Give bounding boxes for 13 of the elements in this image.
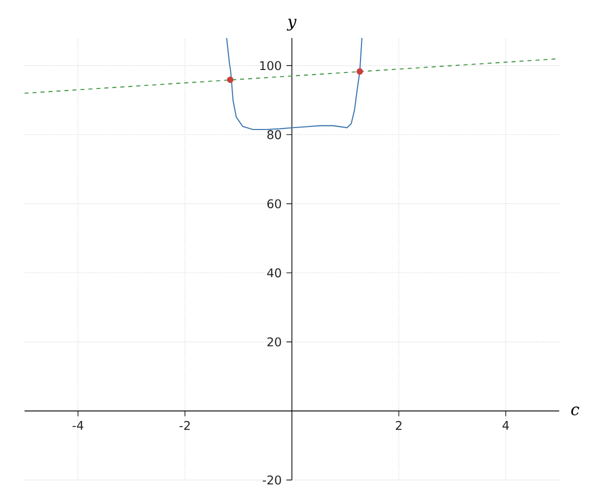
y-tick-label: 60 [267, 199, 282, 208]
y-tick-label: 40 [267, 268, 282, 278]
y-tick-label: 20 [267, 337, 282, 346]
y-axis-title: y [286, 18, 297, 31]
y-tick-label: 100 [260, 61, 282, 70]
x-tick-label: 4 [502, 420, 509, 430]
line-series [226, 38, 362, 130]
x-tick-label: 2 [396, 420, 402, 430]
x-tick-label: -2 [180, 420, 190, 430]
y-tick-label: 80 [267, 130, 282, 140]
x-axis-title: c [571, 406, 580, 416]
y-tick-label: -20 [262, 475, 282, 485]
x-tick-label: -4 [72, 420, 84, 430]
